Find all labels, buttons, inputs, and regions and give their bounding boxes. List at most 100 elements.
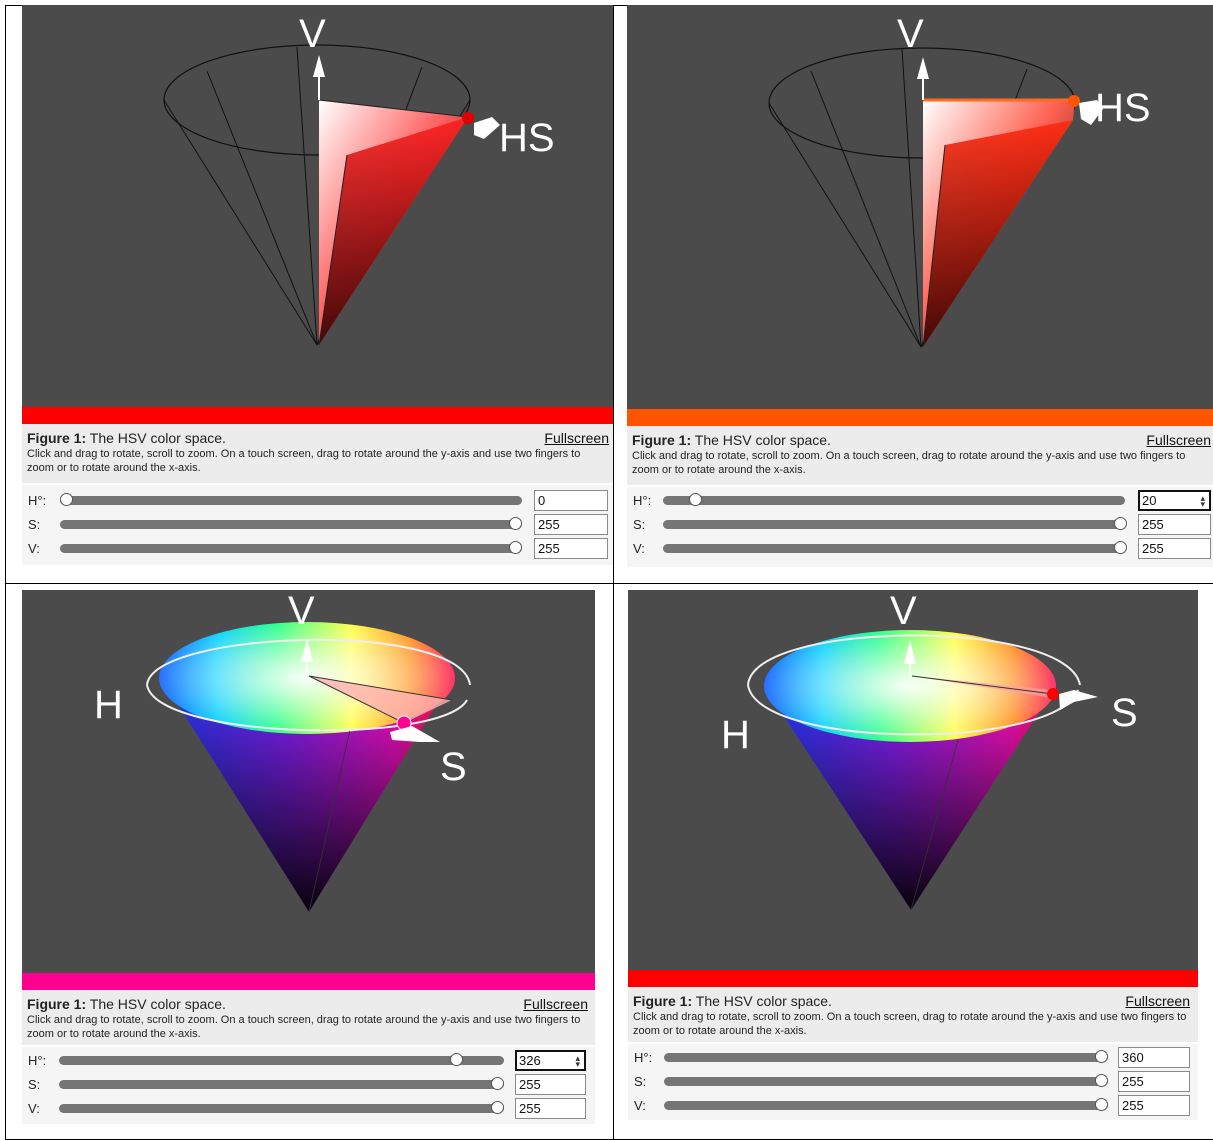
- hue-input-value: 20: [1142, 493, 1156, 508]
- 3d-viewport[interactable]: V H S: [22, 590, 595, 973]
- figure-label: Figure 1:: [632, 432, 691, 448]
- hsv-controls: H°: 326 ▴ ▾ S: 255 V: 255: [22, 1047, 595, 1124]
- hsv-cone-render: V H S: [628, 590, 1198, 970]
- saturation-control: S: 255: [628, 1071, 1198, 1093]
- saturation-input[interactable]: 255: [1138, 514, 1211, 535]
- value-control: V: 255: [627, 538, 1213, 560]
- hue-control: H°: 0: [22, 490, 613, 512]
- fullscreen-link[interactable]: Fullscreen: [1125, 993, 1190, 1009]
- value-input[interactable]: 255: [515, 1098, 586, 1119]
- hue-slider-thumb[interactable]: [60, 493, 73, 506]
- value-slider-thumb[interactable]: [491, 1101, 504, 1114]
- figure-label: Figure 1:: [633, 993, 692, 1009]
- saturation-slider[interactable]: [59, 1080, 504, 1089]
- spinner-icon[interactable]: ▴ ▾: [1200, 495, 1205, 507]
- v-axis-label: V: [897, 12, 924, 56]
- hsv-cone-render: V HS: [627, 5, 1213, 409]
- saturation-label: S:: [633, 517, 645, 532]
- hue-slider[interactable]: [59, 1056, 504, 1065]
- s-axis-label: HS: [1095, 86, 1151, 130]
- value-label: V:: [634, 1098, 646, 1113]
- hue-input[interactable]: 20 ▴ ▾: [1138, 490, 1211, 511]
- 3d-viewport[interactable]: V HS: [22, 5, 613, 407]
- saturation-label: S:: [28, 1077, 40, 1092]
- value-label: V:: [633, 541, 645, 556]
- hue-control: H°: 20 ▴ ▾: [627, 490, 1213, 512]
- hue-input[interactable]: 360: [1118, 1047, 1190, 1068]
- value-input[interactable]: 255: [1118, 1095, 1190, 1116]
- hsv-cone-render: V HS: [22, 5, 613, 407]
- hue-slider[interactable]: [663, 496, 1125, 505]
- fullscreen-link[interactable]: Fullscreen: [1146, 432, 1211, 448]
- hsv-controls: H°: 360 S: 255 V: 255: [628, 1044, 1198, 1120]
- saturation-slider[interactable]: [664, 1077, 1108, 1086]
- color-preview-bar: [628, 970, 1198, 987]
- frame-divider-horizontal: [5, 583, 1213, 584]
- saturation-label: S:: [634, 1074, 646, 1089]
- hue-control: H°: 326 ▴ ▾: [22, 1050, 595, 1072]
- hsv-panel-top-left: V HS Figure 1: The HSV color space. Clic…: [22, 5, 613, 565]
- s-axis-label: S: [440, 745, 467, 789]
- saturation-input[interactable]: 255: [534, 514, 608, 535]
- value-slider-thumb[interactable]: [509, 541, 522, 554]
- saturation-slider-thumb[interactable]: [491, 1077, 504, 1090]
- figure-title: The HSV color space.: [696, 993, 832, 1009]
- hue-slider[interactable]: [664, 1053, 1108, 1062]
- figure-caption: Figure 1: The HSV color space. Click and…: [628, 987, 1198, 1042]
- saturation-slider[interactable]: [60, 520, 522, 529]
- h-axis-label: H: [94, 683, 123, 727]
- value-control: V: 255: [628, 1095, 1198, 1117]
- saturation-control: S: 255: [22, 1074, 595, 1096]
- 3d-viewport[interactable]: V HS: [627, 5, 1213, 409]
- hue-label: H°:: [634, 1050, 652, 1065]
- 3d-viewport[interactable]: V H S: [628, 590, 1198, 970]
- saturation-input[interactable]: 255: [1118, 1071, 1190, 1092]
- v-axis-label: V: [299, 12, 326, 56]
- value-slider-thumb[interactable]: [1114, 541, 1127, 554]
- value-input[interactable]: 255: [1138, 538, 1211, 559]
- figure-label: Figure 1:: [27, 430, 86, 446]
- color-preview-bar: [22, 407, 613, 424]
- hue-control: H°: 360: [628, 1047, 1198, 1069]
- saturation-slider-thumb[interactable]: [1095, 1074, 1108, 1087]
- figure-label: Figure 1:: [27, 996, 86, 1012]
- frame-divider-vertical: [613, 5, 614, 1139]
- fullscreen-link[interactable]: Fullscreen: [523, 996, 588, 1012]
- saturation-control: S: 255: [627, 514, 1213, 536]
- hsv-controls: H°: 0 S: 255 V: 255: [22, 485, 613, 565]
- hue-label: H°:: [633, 493, 651, 508]
- value-slider[interactable]: [663, 544, 1125, 553]
- figure-title: The HSV color space.: [90, 430, 226, 446]
- value-slider-thumb[interactable]: [1095, 1098, 1108, 1111]
- spinner-icon[interactable]: ▴ ▾: [575, 1055, 580, 1067]
- saturation-slider-thumb[interactable]: [509, 517, 522, 530]
- color-preview-bar: [22, 973, 595, 990]
- value-input[interactable]: 255: [534, 538, 608, 559]
- value-slider[interactable]: [60, 544, 522, 553]
- hue-input[interactable]: 326 ▴ ▾: [515, 1050, 586, 1071]
- figure-caption: Figure 1: The HSV color space. Click and…: [627, 426, 1213, 485]
- hue-slider-thumb[interactable]: [1095, 1050, 1108, 1063]
- hue-label: H°:: [28, 1053, 46, 1068]
- hue-slider-thumb[interactable]: [450, 1053, 463, 1066]
- saturation-input[interactable]: 255: [515, 1074, 586, 1095]
- hue-input[interactable]: 0: [534, 490, 608, 511]
- hue-slider-thumb[interactable]: [689, 493, 702, 506]
- hue-input-value: 326: [519, 1053, 541, 1068]
- figure-description: Click and drag to rotate, scroll to zoom…: [27, 447, 602, 475]
- h-axis-label: H: [721, 713, 750, 757]
- value-control: V: 255: [22, 1098, 595, 1120]
- figure-description: Click and drag to rotate, scroll to zoom…: [632, 449, 1207, 477]
- value-label: V:: [28, 1101, 40, 1116]
- v-axis-label: V: [890, 590, 917, 633]
- value-slider[interactable]: [59, 1104, 504, 1113]
- saturation-slider[interactable]: [663, 520, 1125, 529]
- figure-description: Click and drag to rotate, scroll to zoom…: [27, 1013, 587, 1041]
- s-axis-label: S: [1111, 691, 1138, 735]
- fullscreen-link[interactable]: Fullscreen: [544, 430, 609, 446]
- saturation-label: S:: [28, 517, 40, 532]
- hue-slider[interactable]: [60, 496, 522, 505]
- s-axis-label: HS: [499, 116, 555, 160]
- saturation-slider-thumb[interactable]: [1114, 517, 1127, 530]
- value-slider[interactable]: [664, 1101, 1108, 1110]
